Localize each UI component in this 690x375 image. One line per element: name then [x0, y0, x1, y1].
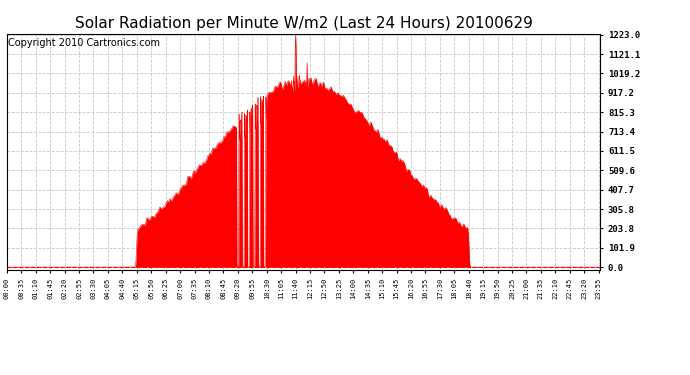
- Title: Solar Radiation per Minute W/m2 (Last 24 Hours) 20100629: Solar Radiation per Minute W/m2 (Last 24…: [75, 16, 533, 31]
- Text: Copyright 2010 Cartronics.com: Copyright 2010 Cartronics.com: [8, 39, 160, 48]
